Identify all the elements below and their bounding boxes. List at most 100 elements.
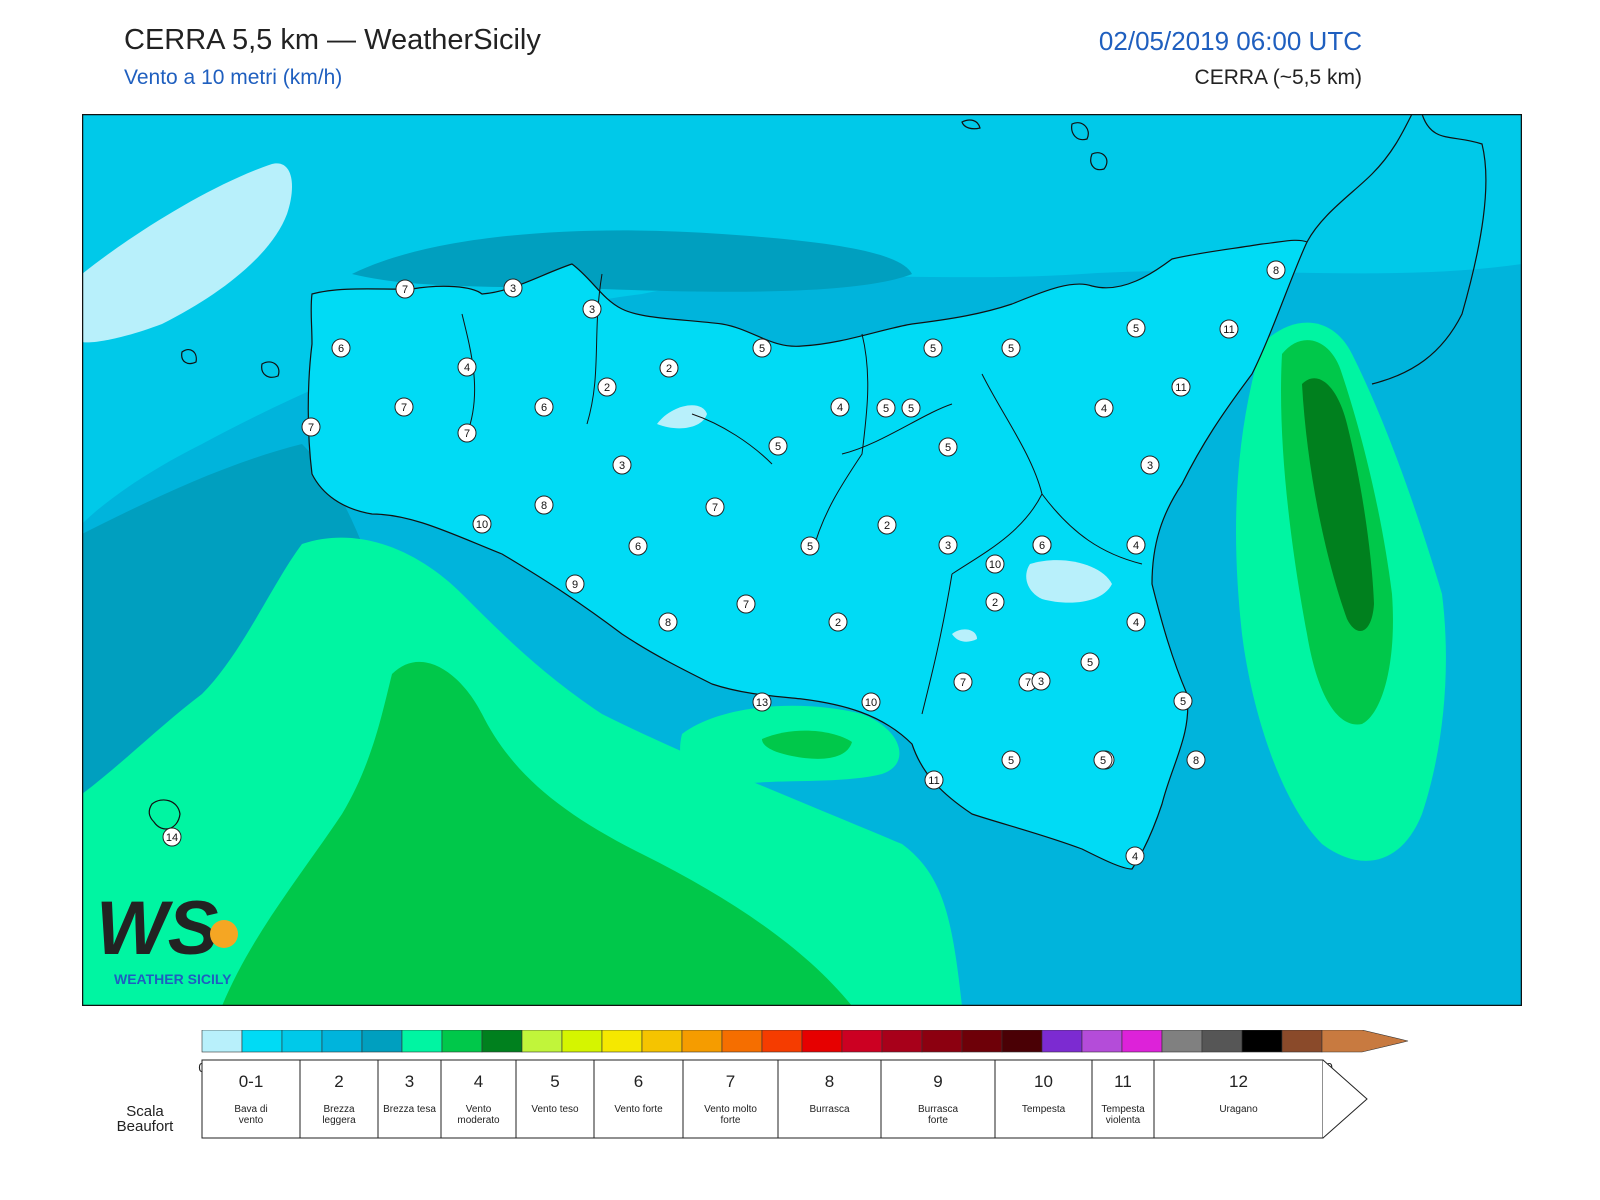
wind-marker: 6 [1032,535,1052,555]
wind-marker-value: 5 [945,442,951,454]
wind-marker-value: 7 [402,284,408,296]
wind-marker: 3 [1140,455,1160,475]
calabria-coast [1306,114,1487,385]
colorbar-cell [921,1030,963,1053]
wind-marker-value: 5 [1008,755,1014,767]
wind-marker-value: 7 [960,677,966,689]
colorbar-cell [841,1030,883,1053]
sun-icon [210,920,238,948]
wind-marker: 8 [1266,260,1286,280]
beaufort-cell: 10 Tempesta [994,1059,1093,1139]
colorbar-cell [481,1030,523,1053]
wind-marker-value: 3 [589,304,595,316]
beaufort-description: Vento forte [614,1104,663,1115]
wind-marker-value: 2 [604,382,610,394]
colorbar-cell [441,1030,483,1053]
wind-marker: 10 [861,692,881,712]
wind-marker: 6 [331,338,351,358]
beaufort-description: Tempesta [1022,1104,1066,1115]
wind-marker-value: 5 [1180,696,1186,708]
colorbar-cell [721,1030,763,1053]
wind-zone-25-30-east [1302,378,1374,631]
beaufort-number: 10 [1034,1072,1053,1091]
wind-marker-value: 7 [464,428,470,440]
wind-marker: 3 [938,535,958,555]
colorbar-cell [401,1030,443,1053]
wind-marker-value: 11 [1223,324,1234,336]
wind-marker: 4 [457,357,477,377]
beaufort-number: 0-1 [239,1072,264,1091]
colorbar-cell [281,1030,323,1053]
wind-marker-value: 5 [1008,343,1014,355]
wind-marker: 7 [705,497,725,517]
wind-marker-value: 8 [541,500,547,512]
wind-marker: 7 [395,279,415,299]
beaufort-description: Vento moderato [457,1104,500,1126]
colorbar [201,1030,1409,1053]
beaufort-cell: 6 Vento forte [593,1059,684,1139]
wind-marker: 10 [985,554,1005,574]
logo-caption: WEATHER SICILY [114,971,232,987]
wind-marker-value: 4 [1133,540,1139,552]
beaufort-number: 9 [933,1072,942,1091]
wind-marker: 5 [752,338,772,358]
wind-marker-value: 8 [665,617,671,629]
colorbar-cell [1121,1030,1163,1053]
colorbar-cell [1041,1030,1083,1053]
beaufort-cell: 0-1 Bava di vento [201,1059,301,1139]
wind-marker-value: 11 [1175,382,1186,394]
wind-marker-value: 10 [989,559,1001,571]
wind-marker: 7 [457,423,477,443]
beaufort-description: Burrasca [809,1104,849,1115]
wind-marker-value: 5 [1087,657,1093,669]
wind-marker: 14 [162,827,182,847]
wind-marker: 5 [768,436,788,456]
wind-marker: 2 [877,515,897,535]
beaufort-number: 6 [634,1072,643,1091]
wind-marker: 5 [1173,691,1193,711]
wind-marker: 4 [1126,535,1146,555]
colorbar-cell [1161,1030,1203,1053]
wind-marker: 2 [985,592,1005,612]
wind-marker: 3 [612,455,632,475]
wind-marker: 4 [830,397,850,417]
beaufort-description: Brezza tesa [383,1104,436,1115]
wind-band-north [82,114,1522,524]
wind-marker-value: 7 [743,599,749,611]
wind-marker-value: 5 [775,441,781,453]
wind-marker: 5 [800,536,820,556]
wind-marker: 10 [472,514,492,534]
wind-marker: 11 [924,770,944,790]
wind-marker-value: 7 [401,402,407,414]
wind-marker-value: 5 [1133,323,1139,335]
wind-marker: 5 [1080,652,1100,672]
wind-marker-value: 13 [756,697,768,709]
beaufort-description: Vento teso [531,1104,579,1115]
weathersicily-logo: WS WEATHER SICILY [96,886,238,987]
beaufort-number: 7 [726,1072,735,1091]
wind-marker: 3 [1031,671,1051,691]
wind-marker-value: 5 [759,343,765,355]
wind-marker-value: 4 [1132,851,1138,863]
wind-marker-value: 7 [712,502,718,514]
map-subtitle: Vento a 10 metri (km/h) [124,66,343,89]
wind-marker-value: 4 [1101,403,1107,415]
logo-mark: WS [96,886,218,971]
wind-marker: 5 [938,437,958,457]
wind-marker-value: 4 [1133,617,1139,629]
island-ustica [961,119,981,130]
wind-zone-20-25-southwest [222,661,852,1006]
wind-marker-value: 4 [837,402,843,414]
colorbar-cell [1241,1030,1283,1053]
wind-zone-20-25-coast [762,730,852,759]
colorbar-cell [601,1030,643,1053]
wind-marker: 2 [597,377,617,397]
wind-calm-patch-2 [1026,560,1112,603]
colorbar-cell [1081,1030,1123,1053]
wind-calm-northwest [82,163,292,343]
wind-marker: 2 [828,612,848,632]
beaufort-description: Vento molto forte [704,1104,757,1126]
wind-marker-value: 9 [572,579,578,591]
wind-marker-value: 8 [1273,265,1279,277]
